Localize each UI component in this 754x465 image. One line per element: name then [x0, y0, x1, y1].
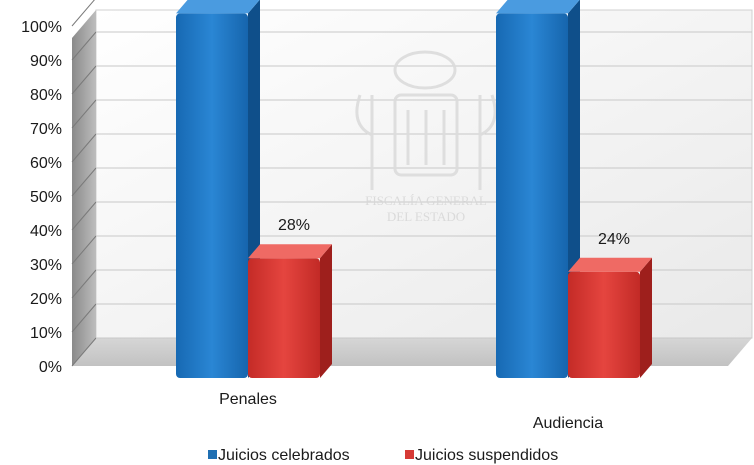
bar-front [496, 13, 568, 379]
bar-front [176, 13, 248, 379]
category-label-audiencia: Audiencia [533, 415, 603, 432]
bar-juicios-suspendidos-penales [248, 244, 332, 378]
category-labels: Penales Audiencia [219, 391, 603, 432]
data-labels: 28% 24% [278, 217, 630, 248]
y-tick-label: 20% [30, 291, 62, 308]
y-tick-label: 30% [30, 257, 62, 274]
bar-top [176, 0, 260, 14]
bar-front [568, 271, 640, 378]
legend-label-juicios-celebrados: Juicios celebrados [218, 447, 350, 464]
gridline-side [71, 0, 95, 27]
watermark-line-2: DEL ESTADO [387, 209, 465, 224]
y-tick-label: 50% [30, 189, 62, 206]
bar-side [320, 244, 332, 378]
bar-top [568, 257, 652, 272]
y-tick-label: 40% [30, 223, 62, 240]
gridline-side [71, 269, 97, 299]
legend-label-juicios-suspendidos: Juicios suspendidos [415, 447, 558, 464]
y-tick-label: 80% [30, 87, 62, 104]
y-tick-label: 10% [30, 325, 62, 342]
bars [176, 0, 652, 379]
legend-swatch-juicios-celebrados [208, 450, 217, 459]
coat-of-arms-emblem [355, 50, 497, 190]
gridline-side [71, 65, 97, 95]
gridline-side [71, 99, 97, 129]
gridline-side [71, 235, 97, 265]
gridline-side [71, 337, 97, 367]
data-label: 24% [598, 231, 630, 248]
y-tick-label: 70% [30, 121, 62, 138]
bar-top [248, 244, 332, 259]
gridline-side [71, 31, 97, 61]
y-tick-label: 0% [39, 359, 62, 376]
bar-juicios-celebrados-penales [176, 0, 260, 379]
bar-juicios-celebrados-audiencia [496, 0, 580, 379]
legend: Juicios celebrados Juicios suspendidos [208, 447, 558, 464]
bar-side [640, 257, 652, 378]
bar-front [248, 258, 320, 378]
watermark-line-1: FISCALÍA GENERAL [365, 193, 487, 208]
y-tick-label: 90% [30, 53, 62, 70]
watermark: FISCALÍA GENERAL DEL ESTADO [355, 50, 497, 224]
gridline-side [71, 167, 97, 197]
bar-top [496, 0, 580, 14]
y-axis-ticks: 0% 10% 20% 30% 40% 50% 60% 70% 80% 90% 100% [21, 19, 62, 376]
y-tick-label: 100% [21, 19, 62, 36]
data-label: 28% [278, 217, 310, 234]
legend-swatch-juicios-suspendidos [405, 450, 414, 459]
gridline-side [71, 201, 97, 231]
bar-juicios-suspendidos-audiencia [568, 257, 652, 378]
y-tick-label: 60% [30, 155, 62, 172]
side-wall [72, 10, 96, 366]
category-label-penales: Penales [219, 391, 277, 408]
gridline-side [71, 303, 97, 333]
gridline-side [71, 133, 97, 163]
